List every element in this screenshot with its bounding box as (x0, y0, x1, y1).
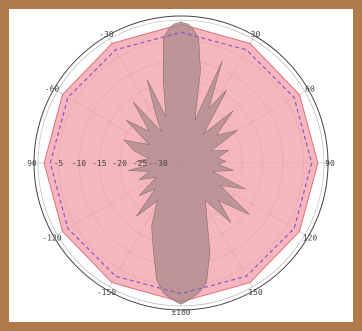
dashed-reference-line (49, 31, 313, 295)
radial-tick-label: -5 (54, 159, 64, 168)
radial-tick-label: -15 (92, 159, 107, 168)
grid-circle (37, 19, 325, 307)
angle-tick-label: -60 (45, 85, 60, 94)
angle-tick-label: -30 (99, 30, 114, 39)
angle-tick-label: 120 (303, 234, 318, 243)
angle-tick-label: 30 (251, 30, 261, 39)
angle-tick-label: -120 (42, 234, 61, 243)
pattern-lobes (123, 21, 250, 305)
outer-rim (33, 15, 329, 311)
tick-labels: -30 30 -60 60 90 90 -120 120 -150 150 ±180 -5 -10 -15… (27, 30, 335, 317)
angle-tick-label: 90 (325, 159, 335, 168)
angle-tick-label: 60 (305, 85, 315, 94)
overlay-layer (49, 31, 313, 295)
angle-tick-label: -150 (97, 288, 116, 297)
radial-tick-label: -10 (72, 159, 87, 168)
angle-tick-label: 90 (27, 159, 37, 168)
radial-tick-label: -30 (153, 159, 168, 168)
radial-tick-label: -20 (112, 159, 127, 168)
radial-tick-label: -25 (133, 159, 148, 168)
series-layer (43, 21, 319, 305)
angle-tick-label: 150 (248, 288, 263, 297)
angle-tick-label: ±180 (171, 308, 190, 317)
